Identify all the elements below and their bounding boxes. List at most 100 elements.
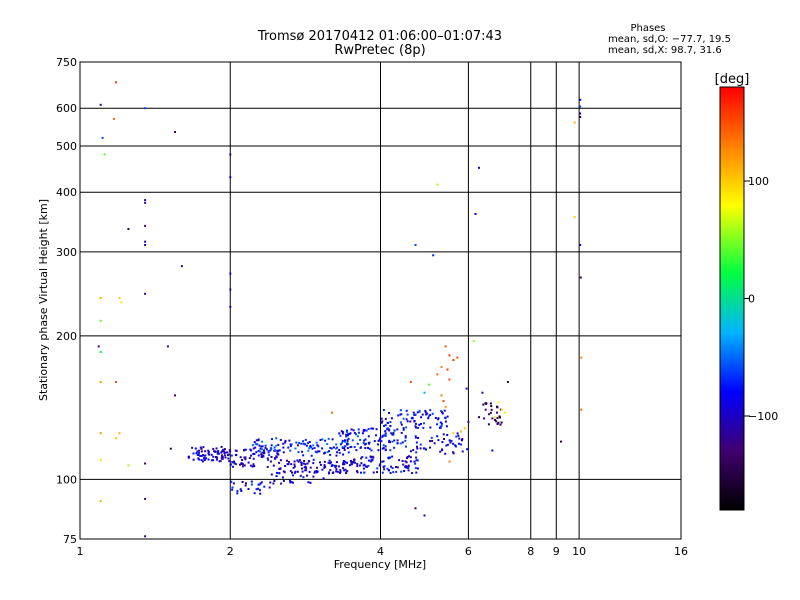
scatter-point — [354, 461, 356, 464]
scatter-point — [279, 459, 282, 462]
scatter-point — [339, 469, 342, 472]
scatter-point — [346, 429, 348, 432]
scatter-point — [278, 468, 281, 470]
scatter-point — [278, 461, 281, 464]
colorbar-tick-label: 0 — [748, 293, 755, 306]
scatter-point — [250, 454, 252, 457]
scatter-point — [213, 450, 216, 453]
scatter-point — [415, 451, 418, 454]
scatter-point — [387, 428, 390, 431]
scatter-point — [338, 432, 341, 435]
scatter-point — [220, 451, 223, 454]
scatter-point — [444, 416, 447, 419]
scatter-point — [269, 481, 272, 484]
scatter-point — [118, 297, 121, 299]
scatter-point — [222, 450, 225, 453]
scatter-point — [321, 468, 324, 471]
scatter-point — [356, 435, 359, 438]
scatter-point — [419, 447, 422, 450]
scatter-point — [478, 416, 480, 419]
scatter-point — [207, 450, 210, 453]
scatter-point — [347, 443, 350, 446]
scatter-point — [327, 437, 330, 440]
scatter-point — [351, 461, 354, 463]
scatter-point — [409, 420, 412, 423]
scatter-point — [490, 405, 493, 408]
scatter-point — [405, 409, 408, 412]
scatter-point — [267, 450, 270, 453]
scatter-point — [439, 421, 442, 424]
scatter-point — [416, 447, 419, 450]
scatter-point — [347, 437, 350, 440]
scatter-point — [253, 441, 256, 443]
scatter-point — [298, 441, 301, 444]
scatter-point — [446, 434, 449, 436]
scatter-point — [114, 437, 117, 440]
scatter-point — [423, 447, 426, 450]
scatter-point — [215, 447, 218, 450]
scatter-point — [244, 458, 247, 461]
colorbar — [719, 86, 745, 511]
scatter-point — [431, 440, 434, 442]
scatter-point — [496, 417, 499, 420]
scatter-point — [261, 440, 264, 443]
scatter-point — [268, 486, 271, 489]
scatter-point — [230, 454, 233, 457]
scatter-point — [405, 461, 408, 464]
scatter-point — [261, 445, 264, 448]
scatter-point — [404, 460, 407, 463]
scatter-point — [247, 461, 250, 464]
scatter-point — [363, 439, 366, 442]
scatter-point — [363, 463, 366, 466]
scatter-point — [358, 431, 360, 434]
scatter-point — [367, 428, 370, 430]
scatter-point — [240, 462, 243, 465]
scatter-point — [252, 463, 255, 466]
scatter-point — [400, 413, 403, 416]
scatter-point — [144, 535, 147, 538]
scatter-point — [409, 450, 412, 453]
scatter-point — [196, 450, 199, 453]
scatter-point — [356, 442, 359, 445]
scatter-point — [281, 476, 284, 479]
scatter-point — [229, 463, 232, 466]
scatter-point — [267, 451, 270, 454]
scatter-point — [383, 468, 386, 471]
scatter-point — [191, 446, 194, 449]
scatter-point — [208, 453, 211, 456]
scatter-point — [375, 428, 378, 431]
scatter-point — [336, 446, 339, 449]
scatter-point — [381, 420, 384, 423]
scatter-point — [424, 411, 427, 414]
scatter-point — [579, 112, 582, 115]
scatter-point — [221, 450, 224, 453]
scatter-point — [200, 454, 203, 457]
scatter-point — [413, 420, 416, 423]
scatter-point — [321, 438, 324, 441]
scatter-point — [114, 81, 117, 84]
y-tick-labels: 75 100 200 300 400 500 600 750 — [56, 56, 77, 546]
scatter-point — [441, 412, 444, 415]
scatter-point — [405, 426, 408, 429]
scatter-point — [305, 444, 308, 447]
scatter-point — [452, 452, 455, 455]
scatter-point — [210, 459, 213, 462]
scatter-point — [212, 459, 215, 462]
scatter-point — [268, 454, 271, 457]
scatter-point — [396, 428, 399, 431]
scatter-point — [307, 460, 310, 463]
scatter-point — [291, 471, 293, 474]
scatter-point — [296, 444, 299, 447]
scatter-point — [416, 467, 419, 470]
scatter-point — [419, 443, 422, 446]
scatter-point — [259, 489, 261, 492]
scatter-point — [496, 423, 499, 425]
scatter-point — [360, 457, 363, 460]
scatter-point — [192, 458, 195, 461]
y-tick-label: 100 — [56, 473, 77, 486]
scatter-point — [362, 442, 365, 445]
scatter-point — [304, 463, 307, 466]
scatter-point — [343, 463, 346, 466]
scatter-point — [454, 444, 457, 447]
scatter-point — [380, 440, 383, 443]
